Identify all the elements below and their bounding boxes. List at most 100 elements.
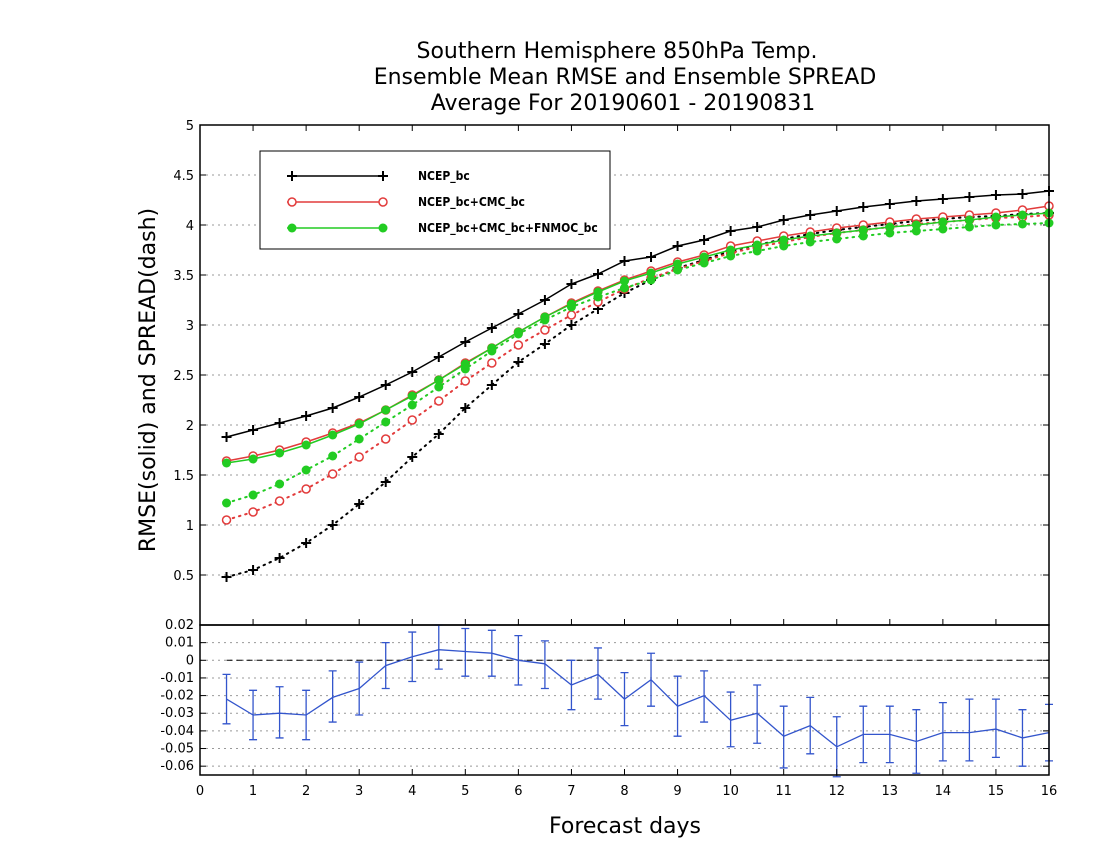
data-point [460, 337, 471, 347]
data-point [620, 276, 629, 286]
legend-marker [378, 223, 388, 233]
error-bar [859, 705, 868, 764]
legend-label: NCEP_bc+CMC_bc+FNMOC_bc [418, 221, 598, 236]
data-point [991, 220, 1001, 230]
series-line [225, 214, 1050, 521]
x-tick-label: 11 [775, 784, 792, 799]
data-point [380, 477, 391, 487]
data-point [539, 339, 550, 349]
data-point [327, 403, 338, 413]
data-point [964, 222, 974, 232]
x-tick-label: 10 [722, 784, 739, 799]
y-tick-label: 5 [186, 119, 194, 134]
data-point [513, 357, 524, 367]
data-point [964, 215, 974, 225]
data-point [460, 364, 470, 374]
error-bar [222, 673, 231, 725]
series-dotted-3 [221, 210, 1054, 525]
legend-marker [287, 223, 297, 233]
data-point [964, 192, 975, 202]
y-tick-label: 4 [186, 219, 194, 234]
y-tick-label: 4.5 [173, 169, 194, 184]
data-point [275, 479, 285, 489]
y-tick-label: -0.04 [160, 724, 194, 739]
data-point [301, 440, 311, 450]
error-bar [726, 691, 735, 748]
x-tick-label: 14 [935, 784, 952, 799]
chart-title-line-1: Southern Hemisphere 850hPa Temp. [417, 39, 818, 64]
data-point [566, 320, 577, 330]
data-point [434, 382, 444, 392]
error-bar [965, 698, 974, 762]
data-point [407, 391, 417, 401]
legend-marker [287, 197, 297, 207]
data-point [699, 235, 710, 245]
legend-label: NCEP_bc+CMC_bc [418, 195, 525, 210]
error-bar [408, 631, 417, 683]
data-point [593, 292, 603, 302]
data-point [540, 325, 550, 335]
data-point [380, 434, 391, 444]
legend-label: NCEP_bc [418, 169, 470, 184]
x-tick-label: 5 [461, 784, 469, 799]
error-bar [381, 641, 390, 690]
data-point [221, 432, 232, 442]
y-axis-label: RMSE(solid) and SPREAD(dash) [136, 208, 161, 552]
error-bar [832, 716, 841, 778]
error-bar [540, 640, 549, 690]
data-point [460, 403, 471, 413]
y-tick-label: -0.01 [160, 671, 194, 686]
error-bar [355, 661, 364, 716]
y-tick-label: -0.05 [160, 742, 194, 757]
data-point [619, 256, 630, 266]
legend-marker [287, 171, 297, 181]
y-tick-label: 2 [186, 419, 194, 434]
data-point [831, 206, 842, 216]
data-point [673, 265, 683, 275]
data-point [407, 400, 417, 410]
data-point [460, 376, 471, 386]
data-point [380, 380, 391, 390]
y-tick-label: -0.02 [160, 689, 194, 704]
data-point [248, 425, 259, 435]
data-point [513, 329, 523, 339]
data-point [433, 352, 444, 362]
data-point [221, 572, 232, 582]
data-point [327, 469, 338, 479]
x-tick-label: 12 [828, 784, 845, 799]
y-tick-label: 3.5 [173, 269, 194, 284]
x-tick-label: 8 [620, 784, 628, 799]
data-point [938, 217, 948, 227]
y-tick-label: 0.01 [165, 636, 194, 651]
data-point [274, 553, 285, 563]
legend: NCEP_bc NCEP_bc+CMC_bc NCEP_bc+CMC_bc+FNMO… [259, 150, 611, 250]
data-point [434, 396, 444, 406]
data-point [433, 429, 444, 439]
x-tick-label: 16 [1041, 784, 1058, 799]
data-point [858, 231, 868, 241]
data-point [301, 484, 311, 494]
error-bar [275, 686, 284, 739]
data-point [620, 283, 629, 293]
x-tick-label: 1 [249, 784, 257, 799]
data-point [805, 237, 815, 247]
data-point [911, 226, 921, 236]
error-bar [912, 709, 921, 774]
data-point [884, 199, 895, 209]
rmse-spread-panel: 0.5 1 1.5 2 2.5 3 3.5 4 4.5 5 [173, 119, 1054, 626]
data-point [487, 346, 497, 356]
data-point [221, 515, 232, 525]
error-bar [487, 629, 496, 677]
data-point [248, 565, 259, 575]
data-point [274, 496, 285, 506]
data-point [566, 310, 577, 320]
error-bar [938, 701, 947, 762]
y-tick-label: 3 [186, 319, 194, 334]
x-tick-label: 7 [567, 784, 575, 799]
series-line [226, 212, 1050, 464]
error-bar [885, 705, 894, 764]
data-point [248, 490, 258, 500]
data-point [301, 538, 312, 548]
error-bar [461, 627, 470, 677]
